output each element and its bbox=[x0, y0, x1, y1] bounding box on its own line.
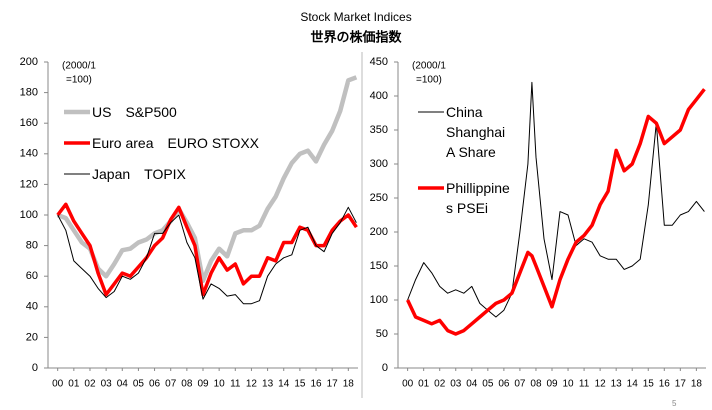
y-tick-label: 50 bbox=[376, 328, 388, 340]
y-tick-label: 40 bbox=[26, 301, 38, 313]
y-tick-label: 120 bbox=[20, 178, 38, 190]
x-tick-label: 05 bbox=[133, 379, 145, 390]
chart-subtitle: 世界の株価指数 bbox=[310, 29, 402, 44]
y-tick-label: 400 bbox=[370, 90, 388, 102]
x-tick-label: 15 bbox=[294, 379, 306, 390]
y-tick-label: 200 bbox=[20, 56, 38, 68]
y-tick-label: 160 bbox=[20, 117, 38, 129]
x-tick-label: 07 bbox=[165, 379, 177, 390]
x-tick-label: 14 bbox=[278, 379, 290, 390]
x-tick-label: 10 bbox=[214, 379, 226, 390]
x-tick-label: 16 bbox=[310, 379, 322, 390]
y-tick-label: 300 bbox=[370, 158, 388, 170]
x-tick-label: 02 bbox=[434, 379, 446, 390]
series-line bbox=[406, 88, 706, 336]
x-tick-label: 00 bbox=[402, 379, 414, 390]
x-tick-label: 08 bbox=[181, 379, 193, 390]
y-tick-label: 100 bbox=[370, 294, 388, 306]
legend-label: Phillippines PSEi bbox=[446, 180, 510, 216]
x-tick-label: 01 bbox=[68, 379, 80, 390]
x-tick-label: 02 bbox=[84, 379, 96, 390]
y-tick-label: 250 bbox=[370, 192, 388, 204]
y-tick-label: 450 bbox=[370, 56, 388, 68]
x-tick-label: 04 bbox=[117, 379, 129, 390]
x-tick-label: 03 bbox=[450, 379, 462, 390]
x-tick-label: 17 bbox=[327, 379, 339, 390]
x-tick-label: 08 bbox=[530, 379, 542, 390]
y-tick-label: 150 bbox=[370, 260, 388, 272]
series-line bbox=[407, 81, 705, 318]
unit-note: =100) bbox=[66, 75, 92, 86]
y-tick-label: 0 bbox=[32, 362, 38, 374]
x-tick-label: 18 bbox=[691, 379, 703, 390]
x-tick-label: 14 bbox=[627, 379, 639, 390]
x-tick-label: 01 bbox=[418, 379, 430, 390]
y-tick-label: 180 bbox=[20, 87, 38, 99]
unit-note: (2000/1 bbox=[62, 61, 96, 72]
y-tick-label: 100 bbox=[20, 209, 38, 221]
x-tick-label: 09 bbox=[546, 379, 558, 390]
x-tick-label: 17 bbox=[675, 379, 687, 390]
legend-label: China Shanghai A Share bbox=[446, 104, 506, 160]
x-tick-label: 00 bbox=[52, 379, 64, 390]
y-tick-label: 60 bbox=[26, 270, 38, 282]
x-tick-label: 05 bbox=[482, 379, 494, 390]
x-tick-label: 07 bbox=[514, 379, 526, 390]
y-tick-label: 0 bbox=[382, 362, 388, 374]
y-tick-label: 20 bbox=[26, 331, 38, 343]
x-tick-label: 13 bbox=[262, 379, 274, 390]
series-line bbox=[56, 202, 358, 297]
x-tick-label: 09 bbox=[197, 379, 209, 390]
y-tick-label: 200 bbox=[370, 226, 388, 238]
x-tick-label: 15 bbox=[643, 379, 655, 390]
x-tick-label: 06 bbox=[498, 379, 510, 390]
series-line bbox=[57, 206, 357, 305]
y-tick-label: 350 bbox=[370, 124, 388, 136]
x-tick-label: 12 bbox=[246, 379, 258, 390]
x-tick-label: 12 bbox=[595, 379, 607, 390]
page-number: 5 bbox=[672, 399, 677, 408]
y-tick-label: 80 bbox=[26, 240, 38, 252]
unit-note: (2000/1 bbox=[412, 61, 446, 72]
x-tick-label: 03 bbox=[101, 379, 113, 390]
legend-label: Euro area EURO STOXX bbox=[92, 135, 260, 151]
x-tick-label: 13 bbox=[611, 379, 623, 390]
legend-label: US S&P500 bbox=[92, 104, 177, 120]
legend-label: Japan TOPIX bbox=[92, 166, 186, 182]
x-tick-label: 18 bbox=[343, 379, 355, 390]
x-tick-label: 06 bbox=[149, 379, 161, 390]
series-line bbox=[56, 75, 358, 284]
y-tick-label: 140 bbox=[20, 148, 38, 160]
x-tick-label: 11 bbox=[579, 379, 590, 390]
x-tick-label: 11 bbox=[230, 379, 241, 390]
x-tick-label: 10 bbox=[562, 379, 574, 390]
x-tick-label: 16 bbox=[659, 379, 671, 390]
chart-title: Stock Market Indices bbox=[300, 10, 411, 24]
unit-note: =100) bbox=[416, 75, 442, 86]
x-tick-label: 04 bbox=[466, 379, 478, 390]
